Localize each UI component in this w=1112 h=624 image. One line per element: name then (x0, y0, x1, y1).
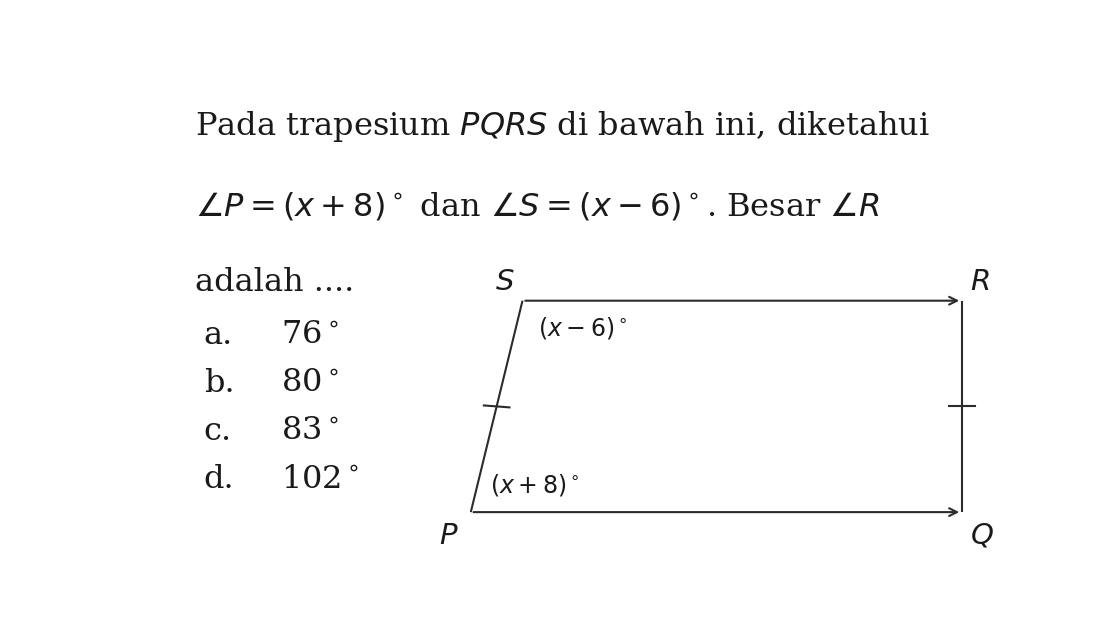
Text: $(x - 6)^\circ$: $(x - 6)^\circ$ (538, 315, 627, 341)
Text: $P$: $P$ (439, 522, 458, 550)
Text: b.: b. (203, 368, 235, 399)
Text: a.: a. (203, 320, 232, 351)
Text: $R$: $R$ (970, 268, 990, 296)
Text: 102$^\circ$: 102$^\circ$ (281, 464, 359, 495)
Text: $\angle P = (x + 8)^\circ$ dan $\angle S = (x - 6)^\circ$. Besar $\angle R$: $\angle P = (x + 8)^\circ$ dan $\angle S… (195, 190, 880, 222)
Text: 83$^\circ$: 83$^\circ$ (281, 416, 339, 447)
Text: $(x + 8)^\circ$: $(x + 8)^\circ$ (489, 472, 579, 498)
Text: adalah ....: adalah .... (195, 267, 355, 298)
Text: 76$^\circ$: 76$^\circ$ (281, 320, 339, 351)
Text: $S$: $S$ (495, 268, 515, 296)
Text: Pada trapesium $\it{PQRS}$ di bawah ini, diketahui: Pada trapesium $\it{PQRS}$ di bawah ini,… (195, 109, 930, 144)
Text: 80$^\circ$: 80$^\circ$ (281, 368, 339, 399)
Text: c.: c. (203, 416, 231, 447)
Text: $Q$: $Q$ (970, 522, 993, 550)
Text: d.: d. (203, 464, 235, 495)
